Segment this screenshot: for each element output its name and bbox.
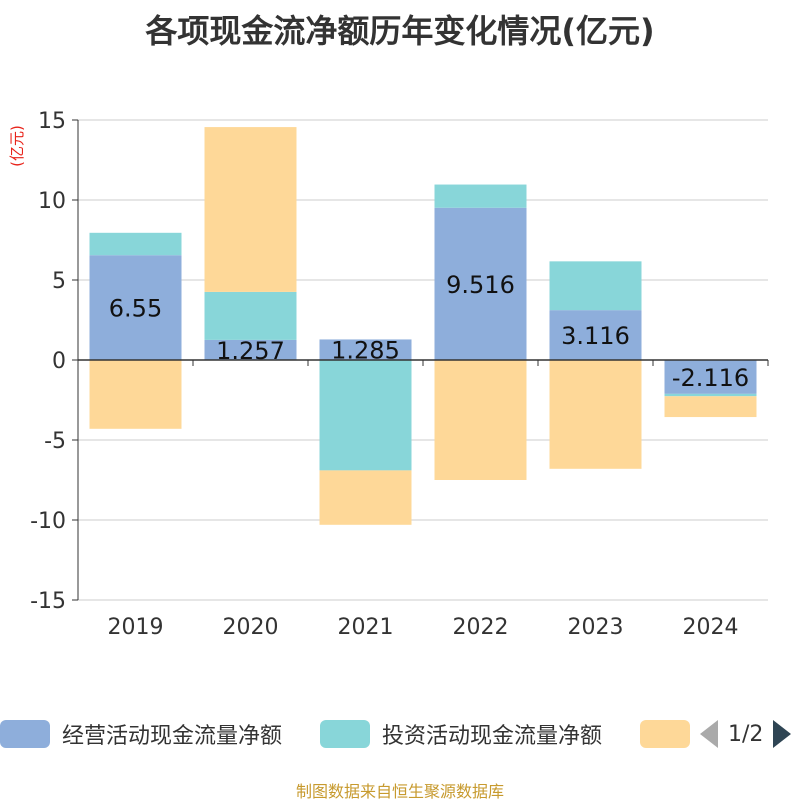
bar-series-2 <box>434 360 527 480</box>
bar-series-1 <box>664 393 757 397</box>
bar-series-2 <box>549 360 642 469</box>
legend: 经营活动现金流量净额 投资活动现金流量净额 <box>0 716 800 752</box>
data-labels: 6.55 1.257 1.285 9.516 3.116 -2.116 <box>109 271 749 392</box>
chart-title: 各项现金流净额历年变化情况(亿元) <box>145 12 655 50</box>
data-label: 1.257 <box>216 337 285 365</box>
pager-next-arrow-icon[interactable] <box>773 720 792 748</box>
axes: 15 10 5 0 -5 -10 -15 (亿元) 2019 2020 2021 2022 2023 20… <box>8 109 769 640</box>
pager-prev-arrow-icon[interactable] <box>700 720 718 748</box>
legend-item-financing[interactable] <box>640 716 702 752</box>
grid-lines <box>78 119 768 601</box>
bar-series-2 <box>204 127 297 292</box>
y-tick-label: 0 <box>52 349 66 374</box>
bar-series-1 <box>549 261 642 311</box>
legend-pager: 1/2 <box>700 716 792 752</box>
y-tick-label: 15 <box>38 109 66 134</box>
x-tick-label: 2023 <box>568 615 624 640</box>
legend-label-operating: 经营活动现金流量净额 <box>62 724 283 749</box>
legend-label-investing: 投资活动现金流量净额 <box>382 724 603 749</box>
legend-item-operating[interactable]: 经营活动现金流量净额 <box>0 716 282 752</box>
data-label: 9.516 <box>446 271 515 299</box>
y-tick-label: -10 <box>30 509 66 534</box>
bar-series-2 <box>89 360 182 429</box>
bars <box>89 127 757 525</box>
pager-text: 1/2 <box>728 721 764 747</box>
y-tick-label: -15 <box>30 589 66 614</box>
bar-series-1 <box>319 360 412 471</box>
data-label: 3.116 <box>561 322 630 350</box>
bar-series-1 <box>89 232 182 256</box>
y-tick-label: -5 <box>44 429 66 454</box>
bar-series-0 <box>319 339 412 360</box>
bar-series-1 <box>434 184 527 208</box>
legend-item-investing[interactable]: 投资活动现金流量净额 <box>320 716 602 752</box>
x-tick-label: 2024 <box>683 615 739 640</box>
data-label: 1.285 <box>331 337 400 365</box>
legend-swatch-financing <box>640 720 690 748</box>
legend-swatch-operating <box>0 720 50 748</box>
x-tick-label: 2022 <box>453 615 509 640</box>
x-tick-label: 2021 <box>338 615 394 640</box>
x-tick-label: 2019 <box>108 615 164 640</box>
y-axis-unit-label: (亿元) <box>8 125 26 167</box>
bar-series-1 <box>204 291 297 340</box>
bar-series-0 <box>434 207 527 360</box>
y-tick-label: 10 <box>38 189 66 214</box>
bar-series-0 <box>664 360 757 394</box>
x-tick-label: 2020 <box>223 615 279 640</box>
data-label: -2.116 <box>672 364 749 392</box>
bar-series-2 <box>319 470 412 525</box>
bar-series-0 <box>204 339 297 360</box>
y-tick-label: 5 <box>52 269 66 294</box>
bar-series-2 <box>664 396 757 418</box>
bar-series-0 <box>89 255 182 360</box>
source-note: 制图数据来自恒生聚源数据库 <box>295 782 504 801</box>
bar-series-0 <box>549 310 642 360</box>
legend-swatch-investing <box>320 720 370 748</box>
data-label: 6.55 <box>109 295 162 323</box>
